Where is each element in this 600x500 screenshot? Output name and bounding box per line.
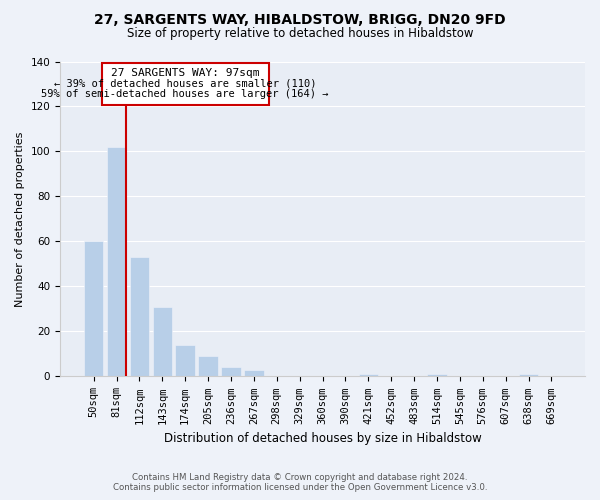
Bar <box>175 345 195 376</box>
Bar <box>152 306 172 376</box>
Bar <box>221 368 241 376</box>
Bar <box>101 62 269 106</box>
Text: Contains HM Land Registry data © Crown copyright and database right 2024.
Contai: Contains HM Land Registry data © Crown c… <box>113 473 487 492</box>
Bar <box>519 374 538 376</box>
X-axis label: Distribution of detached houses by size in Hibaldstow: Distribution of detached houses by size … <box>164 432 481 445</box>
Text: 27, SARGENTS WAY, HIBALDSTOW, BRIGG, DN20 9FD: 27, SARGENTS WAY, HIBALDSTOW, BRIGG, DN2… <box>94 12 506 26</box>
Bar <box>130 257 149 376</box>
Bar <box>359 374 378 376</box>
Text: ← 39% of detached houses are smaller (110): ← 39% of detached houses are smaller (11… <box>54 78 316 88</box>
Bar <box>199 356 218 376</box>
Text: 59% of semi-detached houses are larger (164) →: 59% of semi-detached houses are larger (… <box>41 89 329 99</box>
Bar <box>244 370 263 376</box>
Text: 27 SARGENTS WAY: 97sqm: 27 SARGENTS WAY: 97sqm <box>111 68 259 78</box>
Bar <box>84 242 103 376</box>
Text: Size of property relative to detached houses in Hibaldstow: Size of property relative to detached ho… <box>127 28 473 40</box>
Bar <box>107 147 126 376</box>
Y-axis label: Number of detached properties: Number of detached properties <box>15 132 25 306</box>
Bar <box>427 374 446 376</box>
